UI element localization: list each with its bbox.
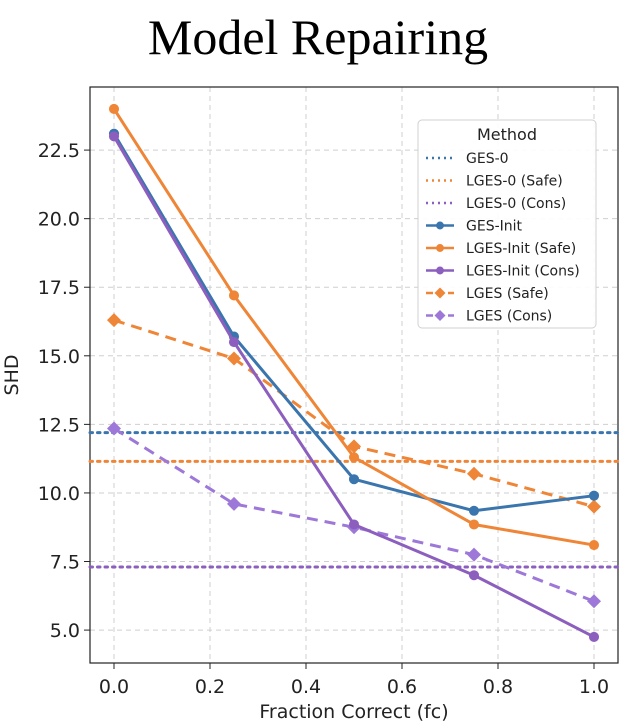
data-point <box>227 351 241 366</box>
data-point <box>108 103 120 114</box>
data-point <box>107 421 121 436</box>
data-point <box>348 474 360 485</box>
x-axis-label: Fraction Correct (fc) <box>259 701 448 723</box>
data-point <box>108 131 120 142</box>
y-tick-label: 17.5 <box>38 277 80 299</box>
axes: 0.0 0.2 0.4 0.6 0.8 1.0 5.0 7.5 10.0 12.5 15.0 17.5… <box>38 140 609 698</box>
legend-label: GES-Init <box>466 219 523 235</box>
data-point <box>348 519 360 530</box>
y-axis-label: SHD <box>1 355 23 396</box>
legend-entry: LGES-Init (Cons) <box>426 264 580 280</box>
chart-title: Model Repairing <box>147 9 489 65</box>
legend-label: LGES-Init (Safe) <box>466 241 576 257</box>
y-tick-label: 22.5 <box>38 140 80 162</box>
data-point <box>347 439 361 454</box>
legend-label: LGES-Init (Cons) <box>466 264 580 280</box>
legend-entry: LGES-Init (Safe) <box>426 241 576 257</box>
legend-label: GES-0 <box>466 151 509 167</box>
legend-marker <box>436 244 444 252</box>
data-point <box>587 594 601 609</box>
data-point <box>107 313 121 328</box>
legend-title: Method <box>477 125 537 144</box>
y-tick-label: 10.0 <box>38 483 80 505</box>
legend-entry: LGES (Safe) <box>426 286 549 302</box>
series-lges-safe <box>107 313 601 514</box>
legend-marker <box>434 310 446 321</box>
legend-marker <box>434 287 446 299</box>
legend-label: LGES-0 (Cons) <box>466 196 566 212</box>
series-lges-init-safe <box>108 103 600 551</box>
data-point <box>588 490 600 501</box>
legend-marker <box>436 266 444 275</box>
data-point <box>587 499 601 514</box>
y-tick-label: 20.0 <box>38 209 80 231</box>
series <box>107 103 601 642</box>
data-point <box>348 452 360 463</box>
legend-entry: GES-Init <box>426 219 523 235</box>
data-point <box>467 466 481 481</box>
legend-entry: LGES-0 (Safe) <box>426 174 563 190</box>
data-point <box>588 631 600 642</box>
x-tick-label: 0.6 <box>387 676 417 698</box>
x-tick-label: 0.2 <box>195 676 225 698</box>
y-tick-label: 5.0 <box>50 620 80 642</box>
x-tick-label: 0.8 <box>483 676 513 698</box>
x-tick-label: 1.0 <box>579 676 609 698</box>
x-tick-label: 0.0 <box>99 676 129 698</box>
y-tick-label: 12.5 <box>38 414 80 436</box>
legend-marker <box>436 221 444 230</box>
data-point <box>588 540 600 551</box>
legend: Method GES-0 LGES-0 (Safe) LGES-0 (Cons) GES… <box>417 119 597 329</box>
x-tick-label: 0.4 <box>291 676 321 698</box>
legend-entry: LGES-0 (Cons) <box>426 196 566 212</box>
legend-box <box>417 119 597 329</box>
data-point <box>468 519 480 530</box>
y-tick-label: 7.5 <box>50 552 80 574</box>
series-lges-init-cons <box>108 131 600 642</box>
legend-label: LGES (Cons) <box>466 309 552 325</box>
legend-label: LGES (Safe) <box>466 286 549 302</box>
data-point <box>228 337 240 348</box>
data-point <box>228 290 240 301</box>
legend-entry: GES-0 <box>426 151 509 167</box>
data-point <box>227 496 241 511</box>
data-point <box>468 505 480 516</box>
legend-label: LGES-0 (Safe) <box>466 174 563 190</box>
y-tick-label: 15.0 <box>38 346 80 368</box>
series-line <box>113 427 595 603</box>
data-point <box>468 570 480 581</box>
plot-frame <box>89 86 619 664</box>
data-point <box>467 547 481 562</box>
legend-entry: LGES (Cons) <box>426 309 552 325</box>
